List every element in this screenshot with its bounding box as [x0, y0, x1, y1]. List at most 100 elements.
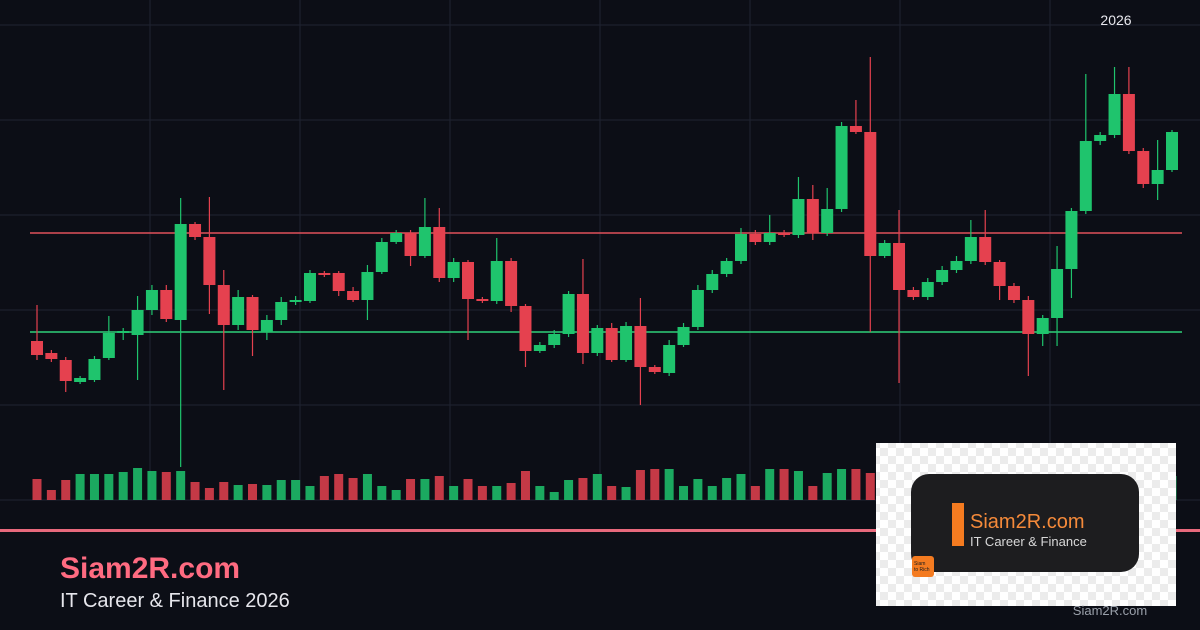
candle-body [1108, 94, 1121, 135]
volume-bar [434, 476, 444, 500]
volume-bar [204, 488, 214, 500]
divider [0, 529, 1200, 532]
candle-body [1036, 318, 1049, 334]
candle-body [332, 273, 345, 291]
volume-bar [535, 486, 545, 500]
volume-bar [219, 482, 229, 500]
candle-body [1051, 269, 1064, 318]
volume-bar [133, 468, 143, 500]
volume-bar [75, 474, 85, 500]
candle-body [763, 233, 776, 242]
candle-body [864, 132, 877, 256]
candle-body [648, 367, 661, 372]
volume-bar [348, 478, 358, 500]
candle-body [677, 327, 690, 345]
candle-body [921, 282, 934, 297]
volume-bar [334, 474, 344, 500]
candle-body [145, 290, 158, 310]
inset-logo: Siam2R.com IT Career & Finance Siam to R… [876, 443, 1176, 606]
candle-body [821, 209, 834, 233]
volume-bar [406, 479, 416, 500]
volume-bar [46, 490, 56, 500]
candle-body [964, 237, 977, 261]
candle-body [490, 261, 503, 301]
volume-bar [765, 469, 775, 500]
candle-body [663, 345, 676, 373]
volume-bar [190, 482, 200, 500]
plot [30, 57, 1182, 500]
volume-bar [578, 478, 588, 500]
volume-bar [650, 469, 660, 500]
candle-body [720, 261, 733, 274]
volume-bar [750, 486, 760, 500]
volume-bar [449, 486, 459, 500]
volume-bar [147, 471, 157, 500]
candle-body [605, 328, 618, 360]
candle-body [1065, 211, 1078, 269]
volume-bar [262, 485, 272, 500]
candle-body [778, 233, 791, 235]
candle-body [893, 243, 906, 290]
candle-body [835, 126, 848, 209]
candle-body [390, 233, 403, 242]
candle-body [591, 328, 604, 353]
inset-tagline: IT Career & Finance [970, 534, 1087, 549]
volume-bar [477, 486, 487, 500]
volume-bar [707, 486, 717, 500]
year-label: 2026 [1100, 12, 1131, 28]
candle-body [620, 326, 633, 360]
candle-body [289, 300, 302, 302]
candle-body [562, 294, 575, 334]
candle-body [576, 294, 589, 353]
candle-body [433, 227, 446, 278]
volume-bar [679, 486, 689, 500]
volume-bar [391, 490, 401, 500]
volume-bar [822, 473, 832, 500]
candle-body [347, 291, 360, 300]
candle-body [447, 262, 460, 278]
candle-body [217, 285, 230, 325]
volume-bar [851, 469, 861, 500]
brand-name: Siam2R.com [60, 552, 240, 585]
volume-bar [377, 486, 387, 500]
candle-body [706, 274, 719, 290]
candle-body [131, 310, 144, 335]
candle-body [88, 359, 101, 380]
volume-bar [89, 474, 99, 500]
candle-body [691, 290, 704, 327]
volume-bar [506, 483, 516, 500]
volume-bar [118, 472, 128, 500]
volume-bar [621, 487, 631, 500]
volume-bar [276, 480, 286, 500]
volume-bar [808, 486, 818, 500]
volume-bar [420, 479, 430, 500]
volume-bar [722, 478, 732, 500]
inset-badge-text: to Rich [914, 567, 930, 573]
candle-body [749, 234, 762, 242]
candle-body [189, 224, 202, 237]
inset-name: Siam2R.com [970, 511, 1084, 533]
candle-body [246, 297, 259, 330]
inset-badge [912, 556, 934, 577]
candle-body [979, 237, 992, 262]
volume-bar [161, 472, 171, 500]
volume-bar [736, 474, 746, 500]
candle-body [375, 242, 388, 272]
candle-body [993, 262, 1006, 286]
candle-body [74, 378, 87, 382]
candle-body [232, 297, 245, 325]
volume-bar [779, 469, 789, 500]
volume-bar [319, 476, 329, 500]
volume-bar [837, 469, 847, 500]
candle-body [1166, 132, 1178, 170]
candle-body [849, 126, 862, 132]
volume-bar [463, 479, 473, 500]
candle-body [102, 333, 115, 358]
candle-body [907, 290, 920, 297]
volume-bar [564, 480, 574, 500]
volume-bar [865, 473, 875, 500]
candle-body [950, 261, 963, 270]
candle-body [203, 237, 216, 285]
volume-bar [520, 471, 530, 500]
candle-body [806, 199, 819, 233]
